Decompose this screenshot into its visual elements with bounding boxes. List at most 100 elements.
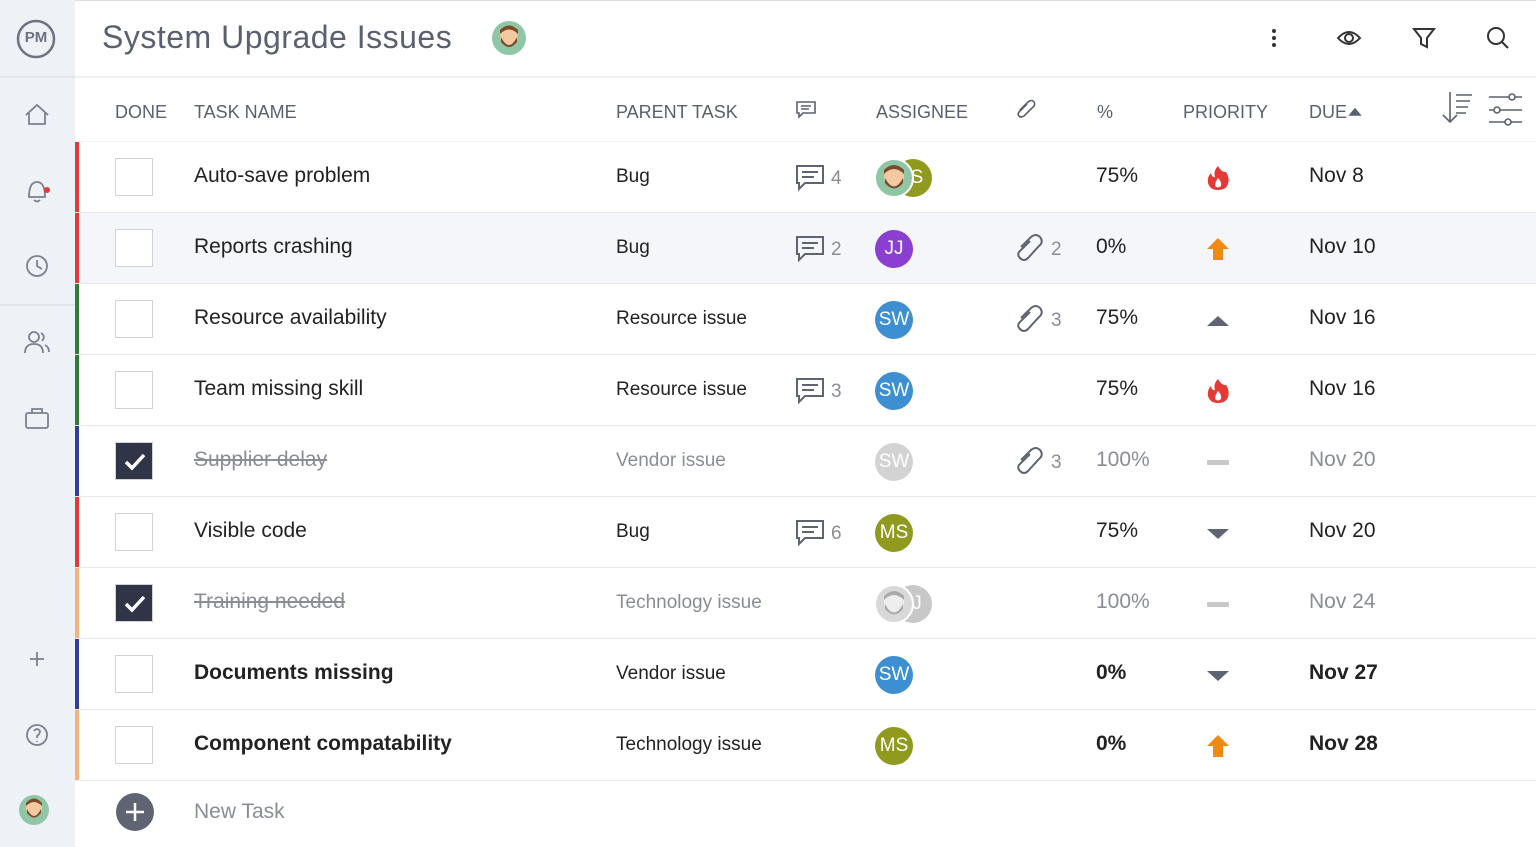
column-header[interactable]: PARENT TASK <box>616 102 738 122</box>
assignee-avatar[interactable] <box>875 355 935 426</box>
comment-icon <box>796 165 824 192</box>
task-name[interactable]: Visible code <box>194 519 307 542</box>
done-checkbox[interactable] <box>115 158 153 196</box>
task-name[interactable]: Team missing skill <box>194 377 364 400</box>
attachment-icon <box>1017 447 1043 474</box>
percent-complete: 75% <box>1096 377 1139 400</box>
done-checkbox[interactable] <box>115 584 153 622</box>
comment-icon <box>796 520 824 547</box>
done-checkbox[interactable] <box>115 229 153 267</box>
comment-count: 3 <box>831 381 842 402</box>
assignee-avatar[interactable] <box>875 284 935 355</box>
due-date: Nov 27 <box>1309 661 1378 684</box>
row-color <box>75 639 79 709</box>
task-name[interactable]: Reports crashing <box>194 235 353 258</box>
assignee-initials: SW <box>878 451 910 472</box>
project-title: System Upgrade Issues <box>102 19 453 55</box>
percent-complete: 75% <box>1096 306 1139 329</box>
assignee-initials: SW <box>878 309 910 330</box>
parent-task: Bug <box>616 166 650 187</box>
priority-icon <box>1207 316 1229 326</box>
parent-task: Technology issue <box>616 734 762 755</box>
task-name[interactable]: Training needed <box>194 590 345 613</box>
parent-task: Bug <box>616 237 650 258</box>
due-date: Nov 16 <box>1309 377 1376 400</box>
task-row[interactable]: Team missing skill Resource issue 3 SW 75% No… <box>75 355 1536 426</box>
due-date: Nov 20 <box>1309 519 1376 542</box>
attachment-count: 3 <box>1051 310 1062 331</box>
row-color <box>75 426 79 496</box>
assignee-avatar[interactable] <box>874 142 935 213</box>
percent-complete: 0% <box>1096 235 1127 258</box>
comment-count: 4 <box>831 168 842 189</box>
assignee-avatar[interactable] <box>875 213 935 284</box>
new-task-icon[interactable] <box>105 782 165 842</box>
column-header[interactable]: % <box>1097 102 1114 122</box>
done-checkbox[interactable] <box>115 371 153 409</box>
assignee-avatar[interactable] <box>874 568 935 639</box>
row-color <box>75 355 79 425</box>
comment-count: 2 <box>831 239 842 260</box>
percent-complete: 100% <box>1096 590 1150 613</box>
priority-icon <box>1207 529 1229 539</box>
done-checkbox[interactable] <box>115 442 153 480</box>
parent-task: Resource issue <box>616 379 747 400</box>
task-row[interactable]: Reports crashing Bug 2 JJ 2 0% Nov 10 <box>75 213 1536 284</box>
task-row[interactable]: Supplier delay Vendor issue SW 3 100% Nov 20 <box>75 426 1536 497</box>
row-color <box>75 710 79 780</box>
logo[interactable]: PM <box>24 29 48 46</box>
task-name[interactable]: Resource availability <box>194 306 387 329</box>
due-date: Nov 16 <box>1309 306 1376 329</box>
assignee-initials: SW <box>878 664 910 685</box>
task-row[interactable]: Documents missing Vendor issue SW 0% Nov 27 <box>75 639 1536 710</box>
assignee-avatar[interactable] <box>875 426 935 497</box>
assignee-avatar[interactable] <box>875 497 935 568</box>
column-header[interactable]: TASK NAME <box>194 102 297 122</box>
column-header[interactable]: ASSIGNEE <box>876 102 969 122</box>
assignee-initials: S <box>910 167 924 188</box>
done-checkbox[interactable] <box>115 655 153 693</box>
task-name[interactable]: Component compatability <box>194 732 452 755</box>
comment-count: 6 <box>831 523 842 544</box>
percent-complete: 100% <box>1096 448 1150 471</box>
done-checkbox[interactable] <box>115 513 153 551</box>
task-row[interactable]: Training needed Technology issue J 100% Nov … <box>75 568 1536 639</box>
done-checkbox[interactable] <box>115 726 153 764</box>
column-header[interactable]: PRIORITY <box>1183 102 1269 122</box>
row-color <box>75 284 79 354</box>
top-border <box>75 0 1536 1</box>
task-row[interactable]: Component compatability Technology issue M… <box>75 710 1536 781</box>
task-name[interactable]: Supplier delay <box>194 448 328 471</box>
task-name[interactable]: Documents missing <box>194 661 394 684</box>
column-header[interactable]: DONE <box>115 102 168 122</box>
assignee-initials: JJ <box>884 238 904 259</box>
parent-task: Resource issue <box>616 308 747 329</box>
check <box>124 595 146 613</box>
row-color <box>75 568 79 638</box>
due-date: Nov 28 <box>1309 732 1378 755</box>
due-date: Nov 8 <box>1309 164 1364 187</box>
assignee-avatar[interactable] <box>875 710 935 781</box>
new-task[interactable]: New Task <box>194 800 285 823</box>
done-checkbox[interactable] <box>115 300 153 338</box>
priority-icon <box>1207 166 1229 190</box>
row-color <box>75 142 79 212</box>
priority-icon <box>1207 238 1229 260</box>
assignee-initials: J <box>912 593 922 614</box>
task-row[interactable]: Resource availability Resource issue SW 3 75… <box>75 284 1536 355</box>
assignee-initials: MS <box>879 522 909 543</box>
task-row[interactable]: Visible code Bug 6 MS 75% Nov 20 <box>75 497 1536 568</box>
priority-icon <box>1207 602 1229 607</box>
percent-complete: 0% <box>1096 661 1127 684</box>
parent-task: Vendor issue <box>616 450 726 471</box>
comment-icon <box>796 378 824 405</box>
task-row[interactable]: Auto-save problem Bug 4 S 75% Nov 8 <box>75 142 1536 213</box>
attachment-count: 2 <box>1051 239 1062 260</box>
task-name[interactable]: Auto-save problem <box>194 164 371 187</box>
parent-task: Technology issue <box>616 592 762 613</box>
column-header[interactable]: DUE <box>1309 102 1348 122</box>
comment-icon <box>796 236 824 263</box>
parent-task: Vendor issue <box>616 663 726 684</box>
assignee-avatar[interactable] <box>875 639 935 710</box>
